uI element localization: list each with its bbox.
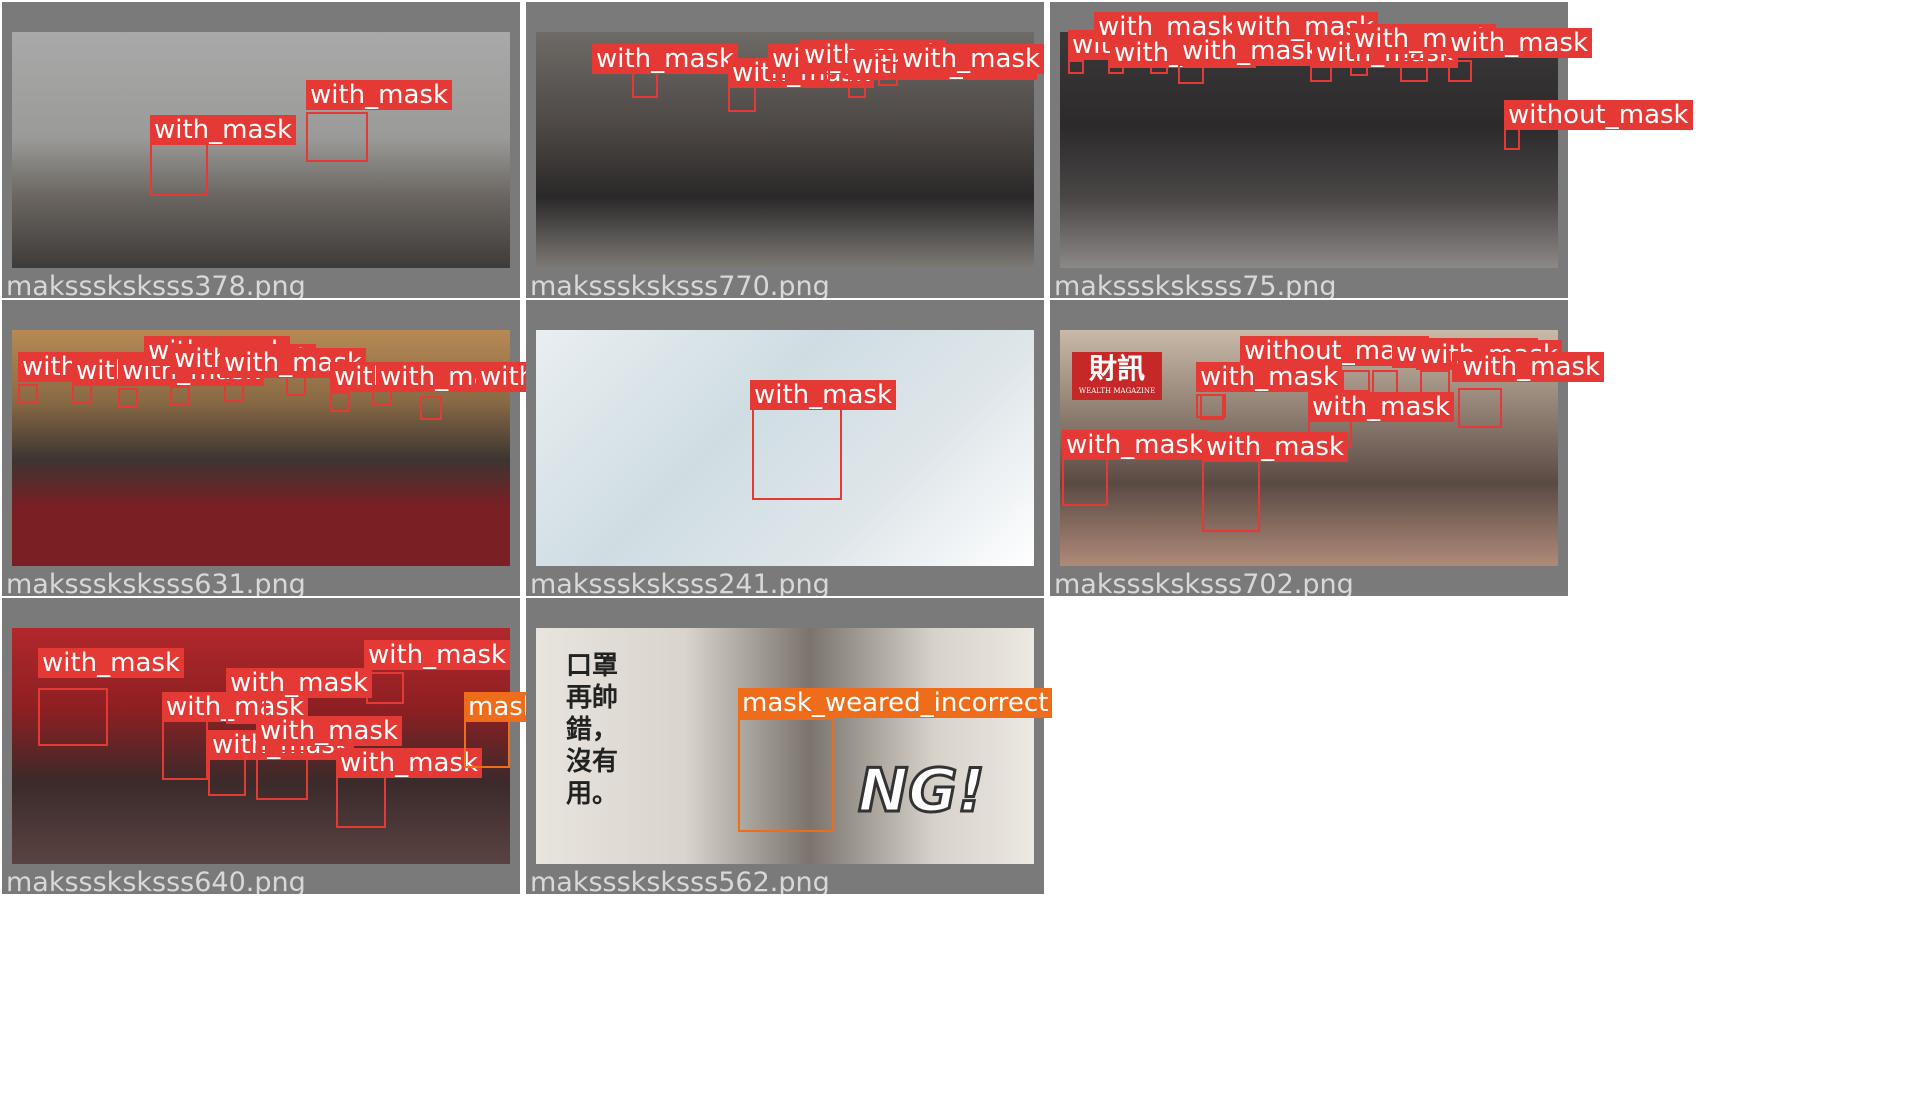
detection-label: with_mask — [226, 668, 373, 698]
tile-filename: maksssksksss562.png — [530, 867, 830, 895]
poster-side-text: 口罩 再帥 錯， 沒有 用。 — [566, 651, 619, 809]
detection-box — [208, 758, 246, 796]
detection-label: with_mask — [306, 80, 453, 110]
detection-box — [1448, 60, 1472, 82]
detection-box — [752, 408, 842, 500]
detection-label: with_mask — [1446, 28, 1593, 58]
detection-box — [256, 750, 308, 800]
detection-box — [1062, 458, 1108, 506]
detection-label: with_mask — [750, 380, 897, 410]
detection-box — [1400, 58, 1428, 82]
detection-box — [150, 140, 208, 196]
tile-filename: maksssksksss75.png — [1054, 271, 1337, 299]
detection-box — [72, 384, 92, 404]
detection-label: with_mask — [38, 648, 185, 678]
magazine-logo: 財訊 WEALTH MAGAZINE — [1072, 352, 1162, 400]
detection-photo — [1060, 32, 1558, 268]
detection-label: with_mask — [150, 115, 297, 145]
tile-filename: maksssksksss640.png — [6, 867, 306, 895]
detection-photo: 口罩 再帥 錯， 沒有 用。 NG! — [536, 628, 1034, 864]
detection-box — [1458, 388, 1502, 428]
detection-label: with_mask — [1458, 352, 1605, 382]
detection-box — [1202, 458, 1260, 532]
detection-label: with_mask — [256, 716, 403, 746]
result-tile: 口罩 再帥 錯， 沒有 用。 NG! maksssksksss562.png — [526, 598, 1044, 894]
detection-box — [632, 70, 658, 98]
detection-box — [1372, 370, 1398, 394]
detection-box — [170, 386, 190, 406]
magazine-logo-text: 財訊 — [1088, 352, 1145, 385]
detection-box — [118, 388, 138, 408]
detection-box — [1342, 370, 1370, 392]
detection-label: with_mask — [1202, 432, 1349, 462]
detection-label: with_mask — [1308, 392, 1455, 422]
detection-box — [162, 720, 208, 780]
detection-box — [878, 62, 898, 86]
detection-label: with_mask — [1196, 362, 1343, 392]
detection-box — [286, 376, 306, 396]
detection-box — [738, 718, 834, 832]
ng-text: NG! — [857, 755, 987, 828]
detection-box — [224, 382, 244, 402]
detection-label: with_mask — [592, 44, 739, 74]
detection-box — [420, 396, 442, 420]
detection-label: with_mask — [1062, 430, 1209, 460]
detection-box — [306, 112, 368, 162]
detection-box — [1196, 394, 1226, 418]
detection-box — [464, 720, 510, 768]
result-tile: maksssksksss241.png — [526, 300, 1044, 596]
detection-label: with_mask — [898, 44, 1045, 74]
detection-label: mask_weared_incorrect — [738, 688, 1053, 718]
magazine-logo-subtitle: WEALTH MAGAZINE — [1078, 387, 1156, 395]
detection-label: without_mask — [1504, 100, 1693, 130]
tile-filename: maksssksksss770.png — [530, 271, 830, 299]
result-tile: maksssksksss378.png — [2, 2, 520, 298]
detection-photo — [536, 330, 1034, 566]
tile-filename: maksssksksss378.png — [6, 271, 306, 299]
tile-filename: maksssksksss631.png — [6, 569, 306, 597]
detection-box — [330, 392, 350, 412]
detection-box — [1068, 60, 1084, 74]
tile-filename: maksssksksss241.png — [530, 569, 830, 597]
detection-label: with_mask — [336, 748, 483, 778]
detection-box — [38, 688, 108, 746]
detection-box — [336, 776, 386, 828]
detection-box — [728, 84, 756, 112]
detection-box — [18, 384, 38, 404]
detection-box — [226, 694, 266, 724]
detection-photo — [12, 32, 510, 268]
detection-label: with_mask — [364, 640, 511, 670]
tile-filename: maksssksksss702.png — [1054, 569, 1354, 597]
